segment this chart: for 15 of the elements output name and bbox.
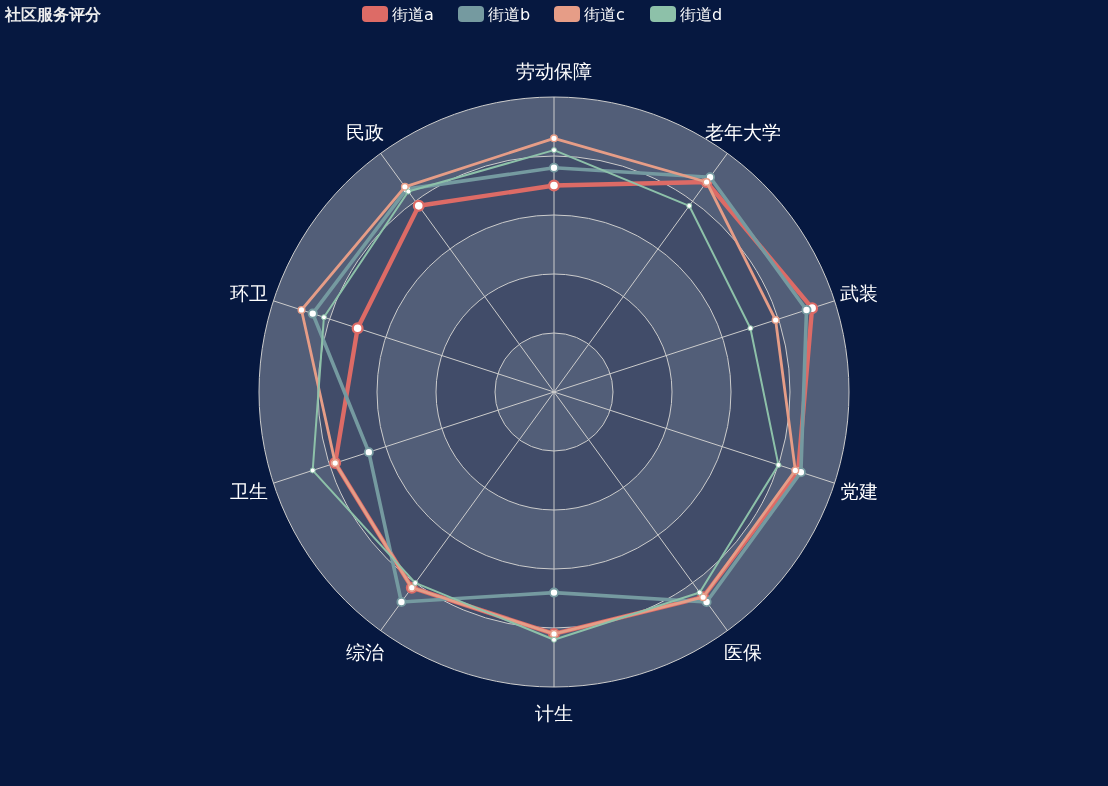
spoke-label: 卫生: [229, 480, 268, 503]
spoke-label: 老年大学: [704, 121, 781, 144]
legend-label: 街道c: [584, 5, 625, 24]
spoke-label: 民政: [346, 121, 385, 144]
legend-label: 街道d: [680, 5, 723, 24]
spoke-label: 医保: [723, 640, 762, 663]
legend-label: 街道a: [392, 5, 434, 24]
legend-label: 街道b: [488, 5, 531, 24]
spoke-label: 武装: [840, 281, 879, 304]
spoke-label: 计生: [535, 702, 573, 724]
spoke-label: 党建: [840, 480, 879, 503]
spoke-label: 环卫: [229, 281, 268, 304]
spoke-label: 劳动保障: [516, 60, 592, 82]
text: 社区服务评分: [4, 5, 102, 24]
spoke-label: 综治: [346, 640, 385, 663]
